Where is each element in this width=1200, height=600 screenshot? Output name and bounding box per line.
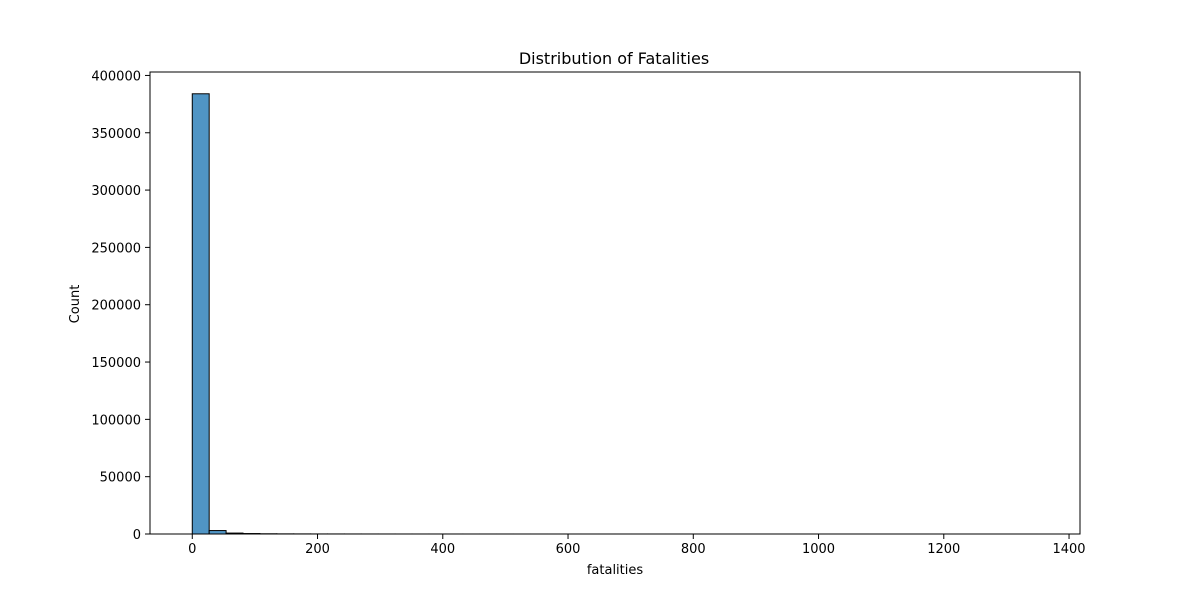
- x-tick-label: 400: [430, 542, 455, 557]
- histogram-bar: [191, 93, 210, 535]
- y-tick-label: 50000: [100, 471, 141, 486]
- chart-title: Distribution of Fatalities: [519, 49, 709, 68]
- histogram-bars: [191, 93, 1039, 535]
- y-tick-label: 250000: [91, 241, 141, 256]
- x-tick-label: 1400: [1052, 542, 1085, 557]
- y-tick-label: 150000: [91, 356, 141, 371]
- x-tick-label: 1000: [802, 542, 835, 557]
- x-tick-label: 800: [681, 542, 706, 557]
- y-axis-label: Count: [68, 285, 83, 324]
- plot-frame: [149, 71, 1081, 535]
- x-axis-ticks: 0 200 400 600 800 1000 1200 1400: [188, 534, 1086, 557]
- y-tick-label: 0: [133, 528, 141, 543]
- y-axis-ticks: 0 50000 100000 150000 200000 250000 300000 3500…: [91, 69, 150, 543]
- y-tick-label: 350000: [91, 127, 141, 142]
- x-tick-label: 1200: [927, 542, 960, 557]
- x-tick-label: 200: [305, 542, 330, 557]
- y-tick-label: 200000: [91, 299, 141, 314]
- y-tick-label: 100000: [91, 413, 141, 428]
- x-tick-label: 600: [556, 542, 581, 557]
- y-tick-label: 400000: [91, 69, 141, 84]
- y-tick-label: 300000: [91, 184, 141, 199]
- histogram-bar: [208, 530, 227, 535]
- x-tick-label: 0: [188, 542, 196, 557]
- x-axis-label: fatalities: [587, 563, 644, 578]
